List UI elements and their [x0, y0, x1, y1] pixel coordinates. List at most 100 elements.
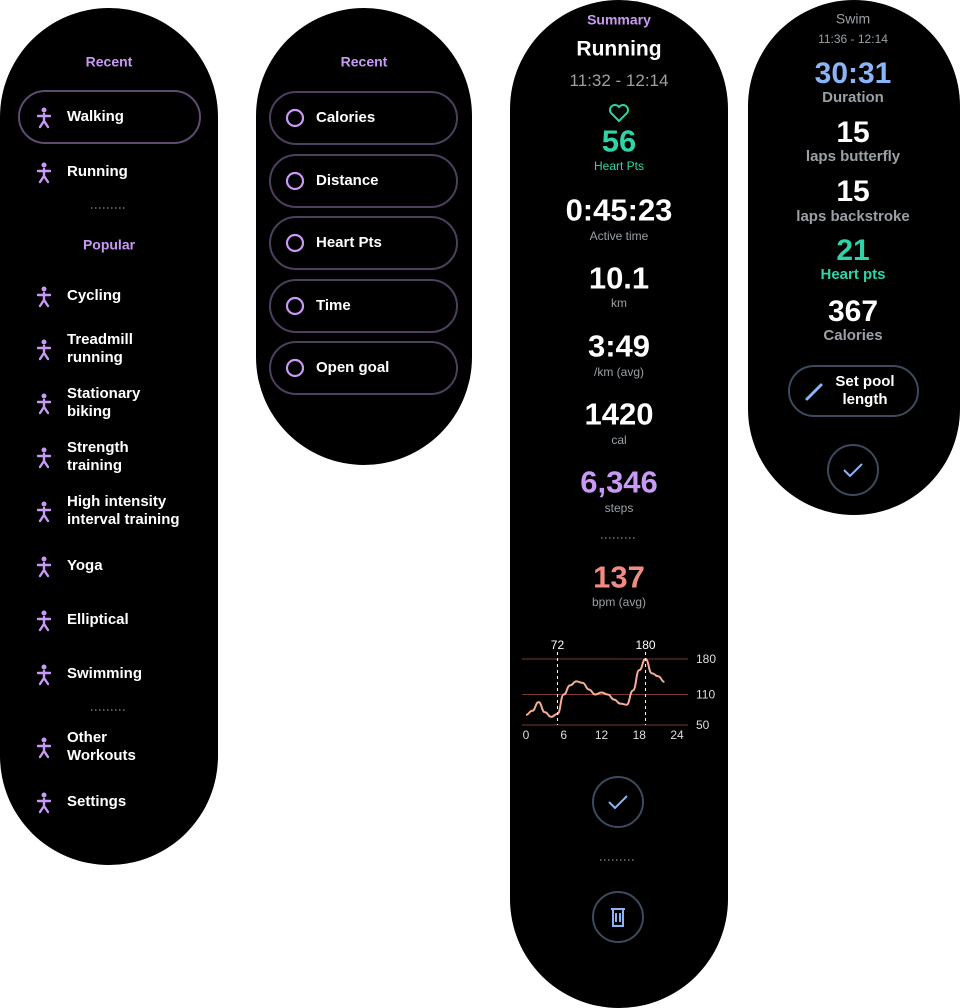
- goal-chip[interactable]: [269, 279, 458, 333]
- heart-icon: [609, 104, 629, 123]
- x-tick-label: 12: [595, 728, 609, 742]
- stat-value: 15: [836, 175, 870, 208]
- stat-label: Active time: [589, 228, 649, 243]
- list-item: Other Workouts: [67, 729, 136, 764]
- stat-label: laps backstroke: [796, 208, 910, 225]
- summary-screen: [510, 0, 728, 1008]
- icon: [36, 742, 52, 759]
- goal-chip[interactable]: [269, 154, 458, 208]
- x-tick-label: 18: [633, 728, 647, 742]
- stat-label: Heart Pts: [593, 158, 645, 173]
- annotation-label: 180: [636, 638, 656, 652]
- list-item: Settings: [67, 793, 127, 810]
- y-tick-label: 50: [696, 718, 710, 732]
- icon: [41, 664, 47, 670]
- goal-chip[interactable]: [269, 91, 458, 145]
- pencil-icon: [805, 383, 823, 401]
- stat-value: 3:49: [587, 328, 651, 364]
- stat-label: /km (avg): [593, 364, 645, 379]
- stat-value: 6,346: [580, 464, 658, 500]
- y-tick-label: 110: [696, 688, 715, 702]
- stat-value: 15: [836, 116, 870, 149]
- stat-value: 21: [836, 234, 870, 267]
- pool-button-label: Set pool length: [835, 373, 895, 408]
- icon: [41, 393, 47, 399]
- goal-label: Time: [316, 297, 351, 314]
- section-title: Recent: [85, 53, 133, 70]
- list-item: Cycling: [67, 287, 122, 304]
- summary-label: Summary: [587, 11, 651, 28]
- list-item: Swimming: [67, 665, 143, 682]
- swim-screen: [748, 0, 960, 515]
- list-item: Strength training: [67, 439, 129, 474]
- icon: [285, 358, 305, 378]
- stat-value: 30:31: [814, 57, 892, 90]
- summary-time: 11:32 - 12:14: [569, 70, 669, 90]
- check-icon: [608, 795, 628, 810]
- icon: [36, 452, 52, 469]
- goal-label: Heart Pts: [316, 234, 382, 251]
- list-item: Yoga: [67, 557, 103, 574]
- icon: [285, 171, 305, 191]
- icon: [36, 112, 52, 129]
- icon: [36, 398, 52, 415]
- stat-label: laps butterfly: [805, 148, 901, 165]
- icon: [36, 506, 52, 523]
- icon: [36, 561, 52, 578]
- annotation-label: 72: [551, 638, 565, 652]
- swim-title: Swim: [835, 10, 871, 27]
- icon: [36, 344, 52, 361]
- stat-value: 0:45:23: [565, 192, 673, 228]
- icon: [41, 737, 47, 743]
- x-tick-label: 6: [560, 728, 567, 742]
- stat-label: Heart pts: [820, 266, 886, 283]
- icon: [36, 669, 52, 686]
- hr-line: [525, 657, 665, 718]
- pool-button[interactable]: [788, 365, 919, 417]
- workout-screen: [0, 8, 218, 865]
- stat-value: 10.1: [588, 260, 650, 296]
- stat-value: 1420: [584, 396, 654, 432]
- list-item: Treadmill running: [67, 331, 133, 366]
- stat-label: steps: [604, 500, 634, 515]
- icon: [41, 286, 47, 292]
- section-title: Recent: [340, 53, 388, 70]
- section-title: Popular: [82, 236, 136, 253]
- icon: [41, 610, 47, 616]
- goal-chip[interactable]: [269, 341, 458, 395]
- icon: [36, 615, 52, 632]
- list-item: Walking: [67, 108, 124, 125]
- icon: [36, 797, 52, 814]
- item-chip[interactable]: [18, 90, 201, 144]
- list-item: Running: [67, 163, 128, 180]
- list-item: Stationary biking: [67, 385, 141, 420]
- x-tick-label: 24: [670, 728, 684, 742]
- stat-value: 56: [601, 123, 637, 159]
- delete-button[interactable]: [592, 891, 644, 943]
- stat-label: cal: [611, 432, 627, 447]
- icon: [285, 296, 305, 316]
- trash-icon: [611, 908, 625, 927]
- icon: [285, 233, 305, 253]
- goal-label: Distance: [316, 172, 379, 189]
- x-tick-label: 0: [523, 728, 530, 742]
- icon: [41, 447, 47, 453]
- stat-label: Calories: [823, 327, 883, 344]
- list-item: High intensity interval training: [67, 493, 180, 528]
- stat-value: 137: [593, 559, 645, 595]
- confirm-button[interactable]: [827, 444, 879, 496]
- icon: [41, 792, 47, 798]
- icon: [36, 291, 52, 308]
- icon: [41, 162, 47, 168]
- confirm-button[interactable]: [592, 776, 644, 828]
- goal-label: Calories: [316, 109, 376, 126]
- stat-value: 367: [827, 295, 879, 328]
- goal-label: Open goal: [316, 359, 390, 376]
- list-item: Elliptical: [67, 611, 129, 628]
- goal-chip[interactable]: [269, 216, 458, 270]
- stat-label: bpm (avg): [591, 594, 647, 609]
- icon: [41, 556, 47, 562]
- stat-label: km: [611, 295, 627, 310]
